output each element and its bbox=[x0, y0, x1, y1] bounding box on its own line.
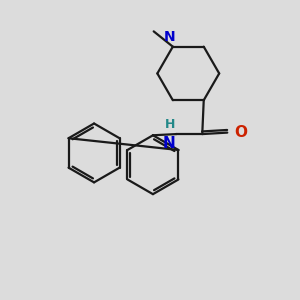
Text: O: O bbox=[234, 125, 247, 140]
Text: N: N bbox=[164, 30, 176, 44]
Text: H: H bbox=[164, 118, 175, 130]
Text: N: N bbox=[162, 136, 175, 151]
